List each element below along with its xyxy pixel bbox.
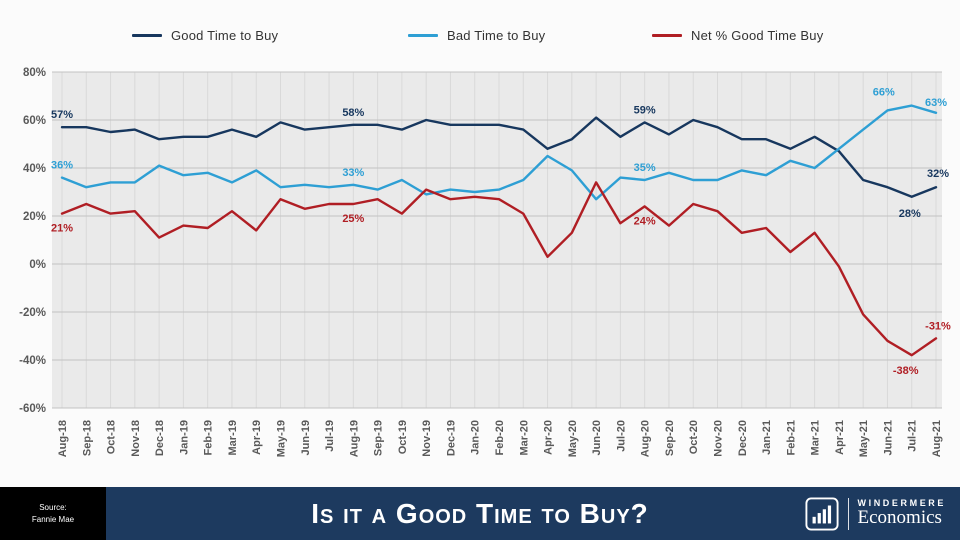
svg-text:40%: 40% <box>23 163 46 175</box>
svg-text:Mar-19: Mar-19 <box>227 420 239 455</box>
svg-text:28%: 28% <box>899 208 921 220</box>
net-line-swatch <box>652 34 682 37</box>
svg-text:63%: 63% <box>925 97 947 109</box>
svg-text:Jul-19: Jul-19 <box>324 420 336 452</box>
svg-text:36%: 36% <box>51 160 73 172</box>
page-title: Is it a Good Time to Buy? <box>311 497 649 529</box>
brand-economics: Economics <box>857 507 942 529</box>
svg-text:Nov-19: Nov-19 <box>421 420 433 457</box>
brand-windermere: WINDERMERE <box>857 497 946 508</box>
chart-legend: Good Time to Buy Bad Time to Buy Net % G… <box>0 0 960 58</box>
svg-text:Aug-18: Aug-18 <box>57 420 69 457</box>
svg-text:Jul-20: Jul-20 <box>615 420 627 452</box>
svg-text:80%: 80% <box>23 67 46 79</box>
svg-text:35%: 35% <box>634 162 656 174</box>
svg-text:59%: 59% <box>634 104 656 116</box>
source-box: Source: Fannie Mae <box>0 487 106 540</box>
svg-text:May-19: May-19 <box>276 420 288 457</box>
windermere-logo: WINDERMERE Economics <box>804 487 947 540</box>
legend-item-bad-time-to-buy: Bad Time to Buy <box>408 28 545 43</box>
svg-text:Oct-19: Oct-19 <box>397 420 409 454</box>
svg-text:Mar-21: Mar-21 <box>810 420 822 455</box>
legend-item-net-good-time-buy: Net % Good Time Buy <box>652 28 823 43</box>
svg-text:Nov-18: Nov-18 <box>130 420 142 457</box>
svg-text:Sep-18: Sep-18 <box>81 420 93 456</box>
svg-text:Jan-19: Jan-19 <box>178 420 190 455</box>
svg-text:Aug-21: Aug-21 <box>931 420 943 457</box>
svg-text:May-20: May-20 <box>567 420 579 457</box>
svg-text:20%: 20% <box>23 211 46 223</box>
svg-text:Sep-19: Sep-19 <box>373 420 385 456</box>
svg-text:Dec-20: Dec-20 <box>737 420 749 456</box>
svg-text:-60%: -60% <box>19 403 46 415</box>
legend-item-good-time-to-buy: Good Time to Buy <box>132 28 278 43</box>
footer-bar: Is it a Good Time to Buy? Source: Fannie… <box>0 487 960 540</box>
svg-text:Jun-21: Jun-21 <box>882 420 894 455</box>
svg-text:33%: 33% <box>342 167 364 179</box>
svg-text:Sep-20: Sep-20 <box>664 420 676 456</box>
svg-text:Jun-19: Jun-19 <box>300 420 312 455</box>
svg-text:Oct-20: Oct-20 <box>688 420 700 454</box>
svg-text:21%: 21% <box>51 223 73 235</box>
svg-text:Nov-20: Nov-20 <box>713 420 725 457</box>
svg-text:Feb-20: Feb-20 <box>494 420 506 455</box>
svg-text:32%: 32% <box>927 168 949 180</box>
svg-text:-40%: -40% <box>19 355 46 367</box>
source-name: Fannie Mae <box>31 514 75 524</box>
svg-text:Apr-20: Apr-20 <box>543 420 555 455</box>
brand-text: WINDERMERE Economics <box>858 498 947 530</box>
svg-text:60%: 60% <box>23 115 46 127</box>
svg-text:Feb-19: Feb-19 <box>203 420 215 455</box>
svg-text:58%: 58% <box>342 107 364 119</box>
bar-chart-icon <box>804 496 839 531</box>
svg-text:Feb-21: Feb-21 <box>785 420 797 455</box>
svg-text:Dec-19: Dec-19 <box>445 420 457 456</box>
svg-text:-38%: -38% <box>893 365 919 377</box>
svg-text:Dec-18: Dec-18 <box>154 420 166 456</box>
svg-text:Jun-20: Jun-20 <box>591 420 603 455</box>
svg-text:Jan-20: Jan-20 <box>470 420 482 455</box>
svg-text:Jul-21: Jul-21 <box>907 420 919 452</box>
svg-text:Jan-21: Jan-21 <box>761 420 773 455</box>
logo-divider <box>847 497 849 530</box>
svg-text:0%: 0% <box>29 259 46 271</box>
source-label: Source: <box>39 502 67 512</box>
svg-text:May-21: May-21 <box>858 420 870 457</box>
svg-text:-20%: -20% <box>19 307 46 319</box>
legend-label: Good Time to Buy <box>171 28 279 43</box>
svg-text:25%: 25% <box>342 213 364 225</box>
sentiment-line-chart: -60% -40% -20% 0% 20% 40% 60% 80% Aug-18 Sep-18 Oc… <box>19 67 951 457</box>
svg-text:-31%: -31% <box>925 320 951 332</box>
svg-text:66%: 66% <box>873 87 895 99</box>
bad-line-swatch <box>408 34 438 37</box>
svg-text:57%: 57% <box>51 109 73 121</box>
svg-text:24%: 24% <box>634 215 656 227</box>
svg-text:Oct-18: Oct-18 <box>106 420 118 454</box>
svg-text:Aug-19: Aug-19 <box>348 420 360 457</box>
svg-text:Apr-21: Apr-21 <box>834 420 846 455</box>
legend-label: Net % Good Time Buy <box>691 28 824 43</box>
legend-label: Bad Time to Buy <box>447 28 546 43</box>
svg-text:Apr-19: Apr-19 <box>251 420 263 455</box>
good-line-swatch <box>132 34 162 37</box>
svg-text:Mar-20: Mar-20 <box>518 420 530 455</box>
svg-text:Aug-20: Aug-20 <box>640 420 652 457</box>
